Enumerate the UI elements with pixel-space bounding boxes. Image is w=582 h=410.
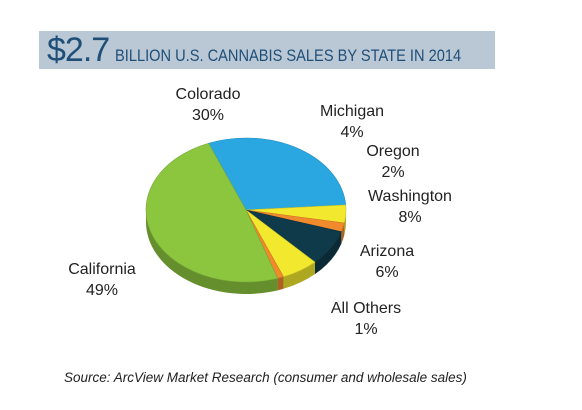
- slice-value-california: 49%: [86, 282, 118, 299]
- pie-side-washington: [314, 231, 342, 275]
- slice-label-oregon: Oregon: [366, 143, 419, 160]
- slice-label-michigan: Michigan: [320, 103, 384, 120]
- slice-label-all-others: All Others: [331, 300, 401, 317]
- slice-value-michigan: 4%: [340, 124, 363, 141]
- pie-side-arizona: [283, 262, 315, 289]
- slice-value-arizona: 6%: [375, 264, 398, 281]
- title-amount: $2.7: [47, 31, 110, 69]
- source-note: Source: ArcView Market Research (consume…: [64, 370, 467, 385]
- slice-label-colorado: Colorado: [176, 86, 241, 103]
- pie-side-california: [146, 210, 278, 294]
- pie-slice-colorado: [208, 137, 347, 211]
- slice-label-arizona: Arizona: [360, 243, 414, 260]
- pie-side-michigan: [344, 210, 346, 235]
- pie-side-oregon: [341, 222, 345, 244]
- slice-value-washington: 8%: [398, 209, 421, 226]
- slice-label-california: California: [68, 261, 136, 278]
- slice-label-washington: Washington: [368, 188, 452, 205]
- slice-value-oregon: 2%: [381, 164, 404, 181]
- pie-slice-california: [145, 142, 278, 283]
- title-banner: $2.7 BILLION U.S. CANNABIS SALES BY STAT…: [39, 31, 495, 69]
- pie-side-all-others: [277, 276, 284, 291]
- slice-value-all-others: 1%: [354, 321, 377, 338]
- slice-value-colorado: 30%: [192, 107, 224, 124]
- title-text: BILLION U.S. CANNABIS SALES BY STATE IN …: [115, 46, 462, 65]
